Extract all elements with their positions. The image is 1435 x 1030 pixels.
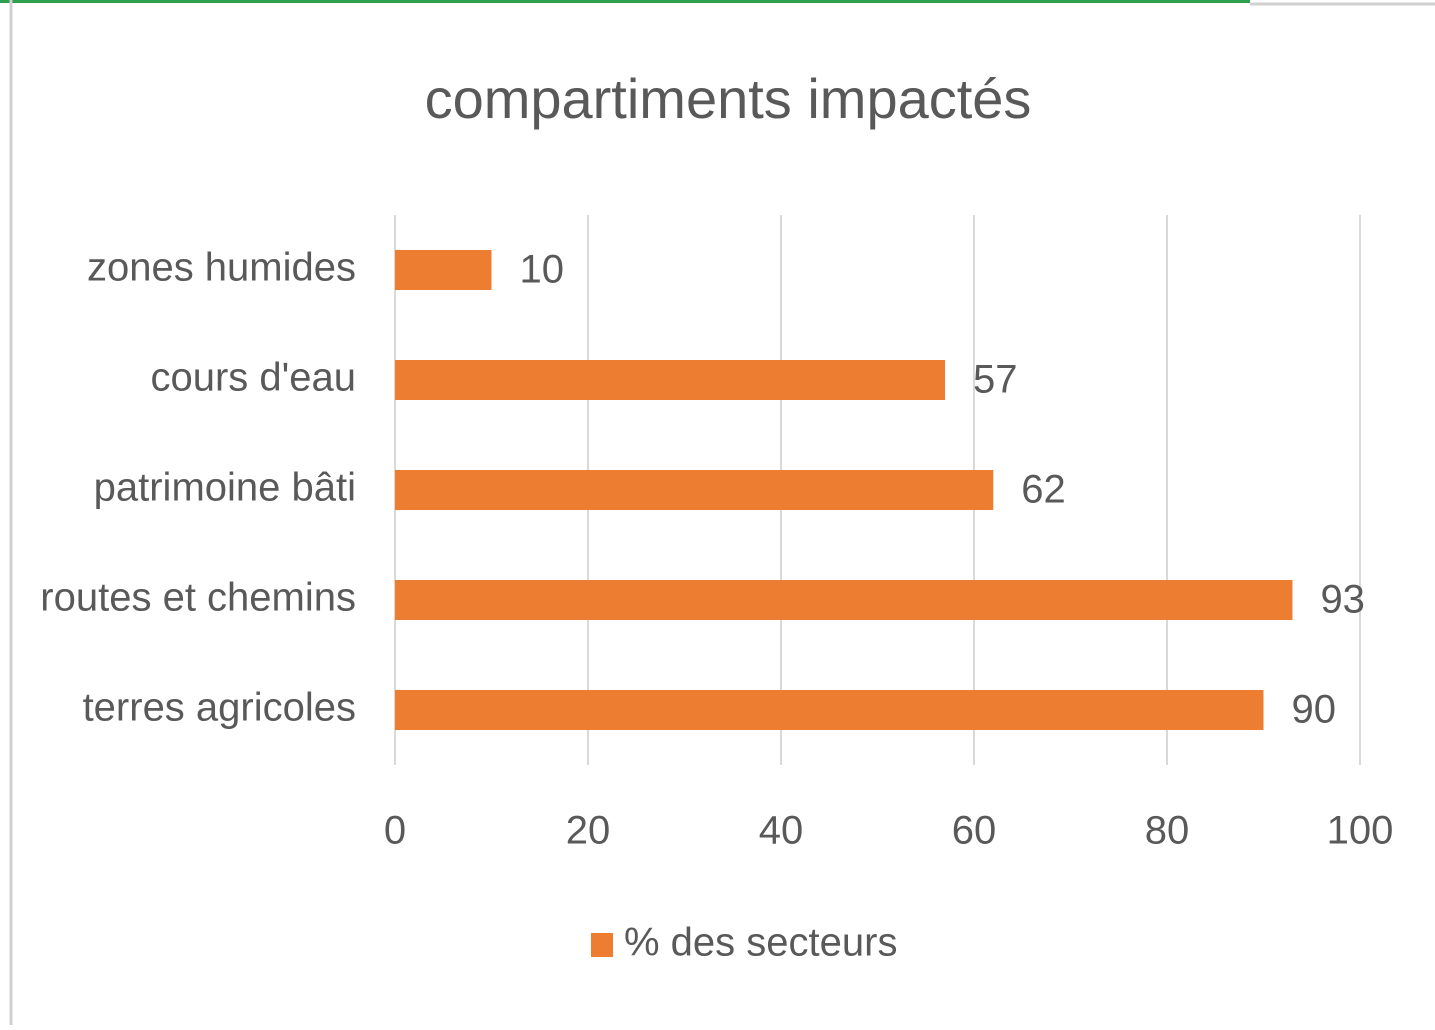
y-tick-label: terres agricoles [83, 686, 356, 730]
bar [395, 250, 492, 290]
x-tick-label: 40 [759, 809, 804, 853]
bar [395, 580, 1293, 620]
y-tick-label: routes et chemins [40, 576, 356, 620]
y-tick-label: patrimoine bâti [94, 466, 356, 510]
x-tick-label: 60 [952, 809, 997, 853]
chart-title: compartiments impactés [425, 67, 1032, 130]
x-tick-label: 100 [1327, 809, 1394, 853]
data-label: 93 [1320, 578, 1365, 622]
y-tick-label: cours d'eau [150, 356, 356, 400]
y-tick-label: zones humides [87, 246, 356, 290]
data-label: 10 [520, 248, 565, 292]
bar [395, 360, 946, 400]
bar [395, 470, 994, 510]
data-label: 62 [1021, 468, 1066, 512]
bar [395, 690, 1264, 730]
x-tick-label: 80 [1145, 809, 1190, 853]
data-label: 57 [973, 358, 1018, 402]
x-tick-label: 0 [384, 809, 406, 853]
legend-label: % des secteurs [624, 921, 897, 965]
legend-swatch [591, 933, 613, 957]
x-tick-label: 20 [566, 809, 611, 853]
data-label: 90 [1292, 688, 1337, 732]
